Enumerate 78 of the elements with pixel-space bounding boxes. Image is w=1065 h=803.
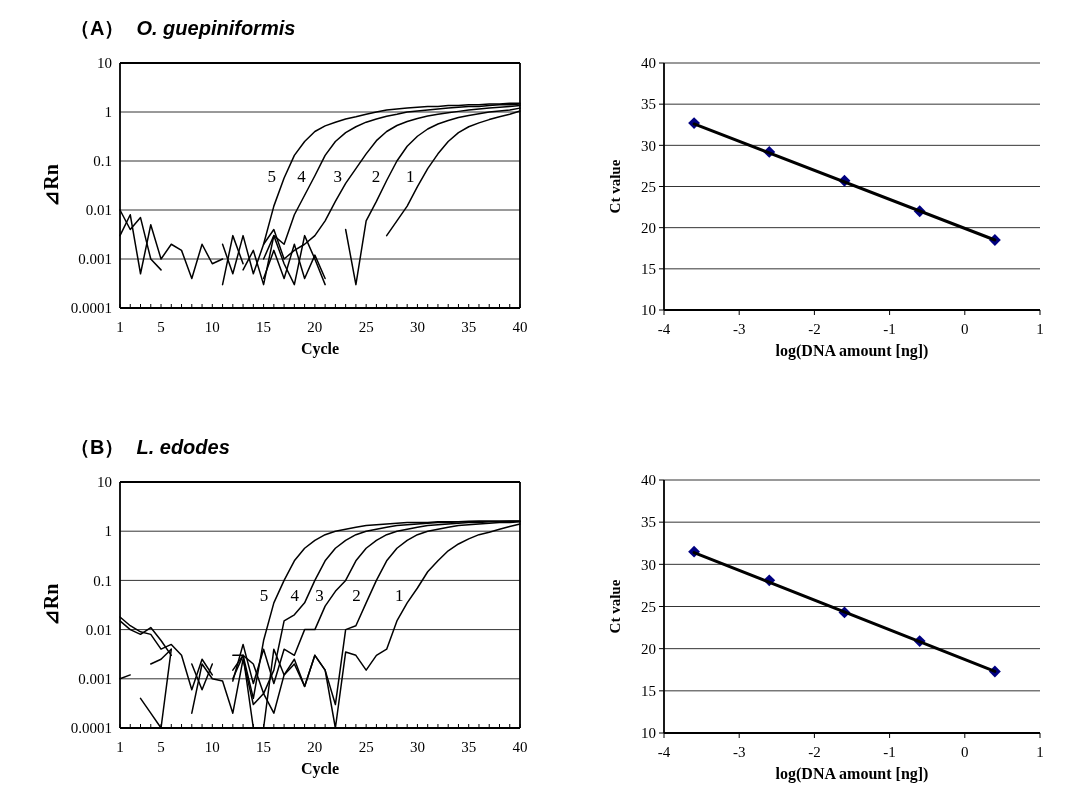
y-tick-label: 15: [641, 261, 656, 278]
y-tick-label: 15: [641, 683, 656, 700]
x-tick-label: 35: [461, 739, 477, 755]
y-axis-title: Ct value: [607, 579, 623, 634]
y-tick-label: 10: [641, 302, 656, 319]
x-tick-label: 1: [1036, 744, 1044, 760]
x-axis-title: log(DNA amount [ng]): [775, 342, 929, 360]
x-tick-label: -4: [657, 744, 671, 760]
x-tick-label: 5: [157, 319, 165, 335]
y-tick-label: 1: [104, 523, 112, 540]
y-tick-label: 30: [641, 556, 656, 573]
x-tick-label: 40: [512, 319, 528, 335]
x-tick-label: 0: [961, 744, 969, 760]
x-tick-label: 15: [256, 739, 272, 755]
series-label: 1: [394, 586, 404, 606]
series-label: 2: [352, 586, 361, 606]
x-tick-label: 15: [256, 319, 272, 335]
series-label: 1: [406, 166, 415, 186]
x-axis-title: Cycle: [300, 340, 340, 358]
series-label: 3: [315, 586, 324, 606]
y-tick-label: 40: [641, 472, 656, 489]
x-tick-label: 40: [512, 739, 528, 755]
x-tick-label: 20: [307, 319, 323, 335]
chart-title: （B）: [70, 436, 125, 458]
series-label: 4: [297, 166, 307, 186]
x-tick-label: -3: [732, 744, 746, 760]
x-tick-label: -2: [808, 321, 821, 337]
y-tick-label: 35: [641, 514, 656, 531]
x-tick-label: 25: [358, 319, 374, 335]
chart-subtitle: O. guepiniformis: [136, 17, 296, 39]
y-tick-label: 0.001: [78, 251, 112, 268]
series-label: 4: [290, 586, 300, 606]
y-tick-label: 10: [641, 725, 656, 742]
x-tick-label: -4: [657, 321, 671, 337]
x-tick-label: 1: [116, 739, 124, 755]
x-axis-title: log(DNA amount [ng]): [775, 765, 929, 783]
x-tick-label: 30: [409, 739, 425, 755]
x-axis-title: Cycle: [300, 760, 340, 778]
series-label: 5: [267, 166, 277, 186]
x-tick-label: 35: [461, 319, 477, 335]
series-label: 3: [333, 166, 342, 186]
y-tick-label: 0.001: [78, 671, 112, 688]
y-tick-label: 25: [641, 598, 656, 615]
x-tick-label: -2: [808, 744, 821, 760]
x-tick-label: 25: [358, 739, 374, 755]
x-tick-label: 0: [961, 321, 969, 337]
x-tick-label: 10: [204, 319, 220, 335]
y-tick-label: 1: [104, 104, 112, 121]
y-axis-title: Ct value: [607, 159, 623, 214]
y-tick-label: 0.01: [85, 202, 112, 219]
x-tick-label: -1: [883, 744, 896, 760]
x-tick-label: -3: [732, 321, 746, 337]
y-axis-title: ⊿Rn: [40, 583, 62, 627]
y-tick-label: 0.1: [93, 153, 112, 170]
x-tick-label: 10: [204, 739, 220, 755]
y-tick-label: 0.0001: [70, 300, 112, 317]
x-tick-label: 1: [1036, 321, 1044, 337]
y-tick-label: 30: [641, 137, 656, 154]
x-tick-label: -1: [883, 321, 896, 337]
y-tick-label: 20: [641, 640, 656, 657]
y-axis-title: ⊿Rn: [40, 164, 62, 207]
y-tick-label: 25: [641, 178, 656, 195]
y-tick-label: 0.1: [93, 572, 112, 589]
chart-subtitle: L. edodes: [136, 436, 230, 458]
chart-title: （A）: [70, 17, 125, 39]
y-tick-label: 10: [97, 474, 112, 491]
y-tick-label: 0.01: [85, 621, 112, 638]
x-tick-label: 1: [116, 319, 124, 335]
y-tick-label: 10: [97, 55, 112, 72]
y-tick-label: 40: [641, 55, 656, 72]
x-tick-label: 30: [409, 319, 425, 335]
y-tick-label: 35: [641, 96, 656, 113]
series-label: 2: [371, 166, 381, 186]
y-tick-label: 0.0001: [70, 720, 112, 737]
x-tick-label: 20: [307, 739, 323, 755]
y-tick-label: 20: [641, 219, 656, 236]
x-tick-label: 5: [157, 739, 165, 755]
series-label: 5: [259, 586, 269, 606]
